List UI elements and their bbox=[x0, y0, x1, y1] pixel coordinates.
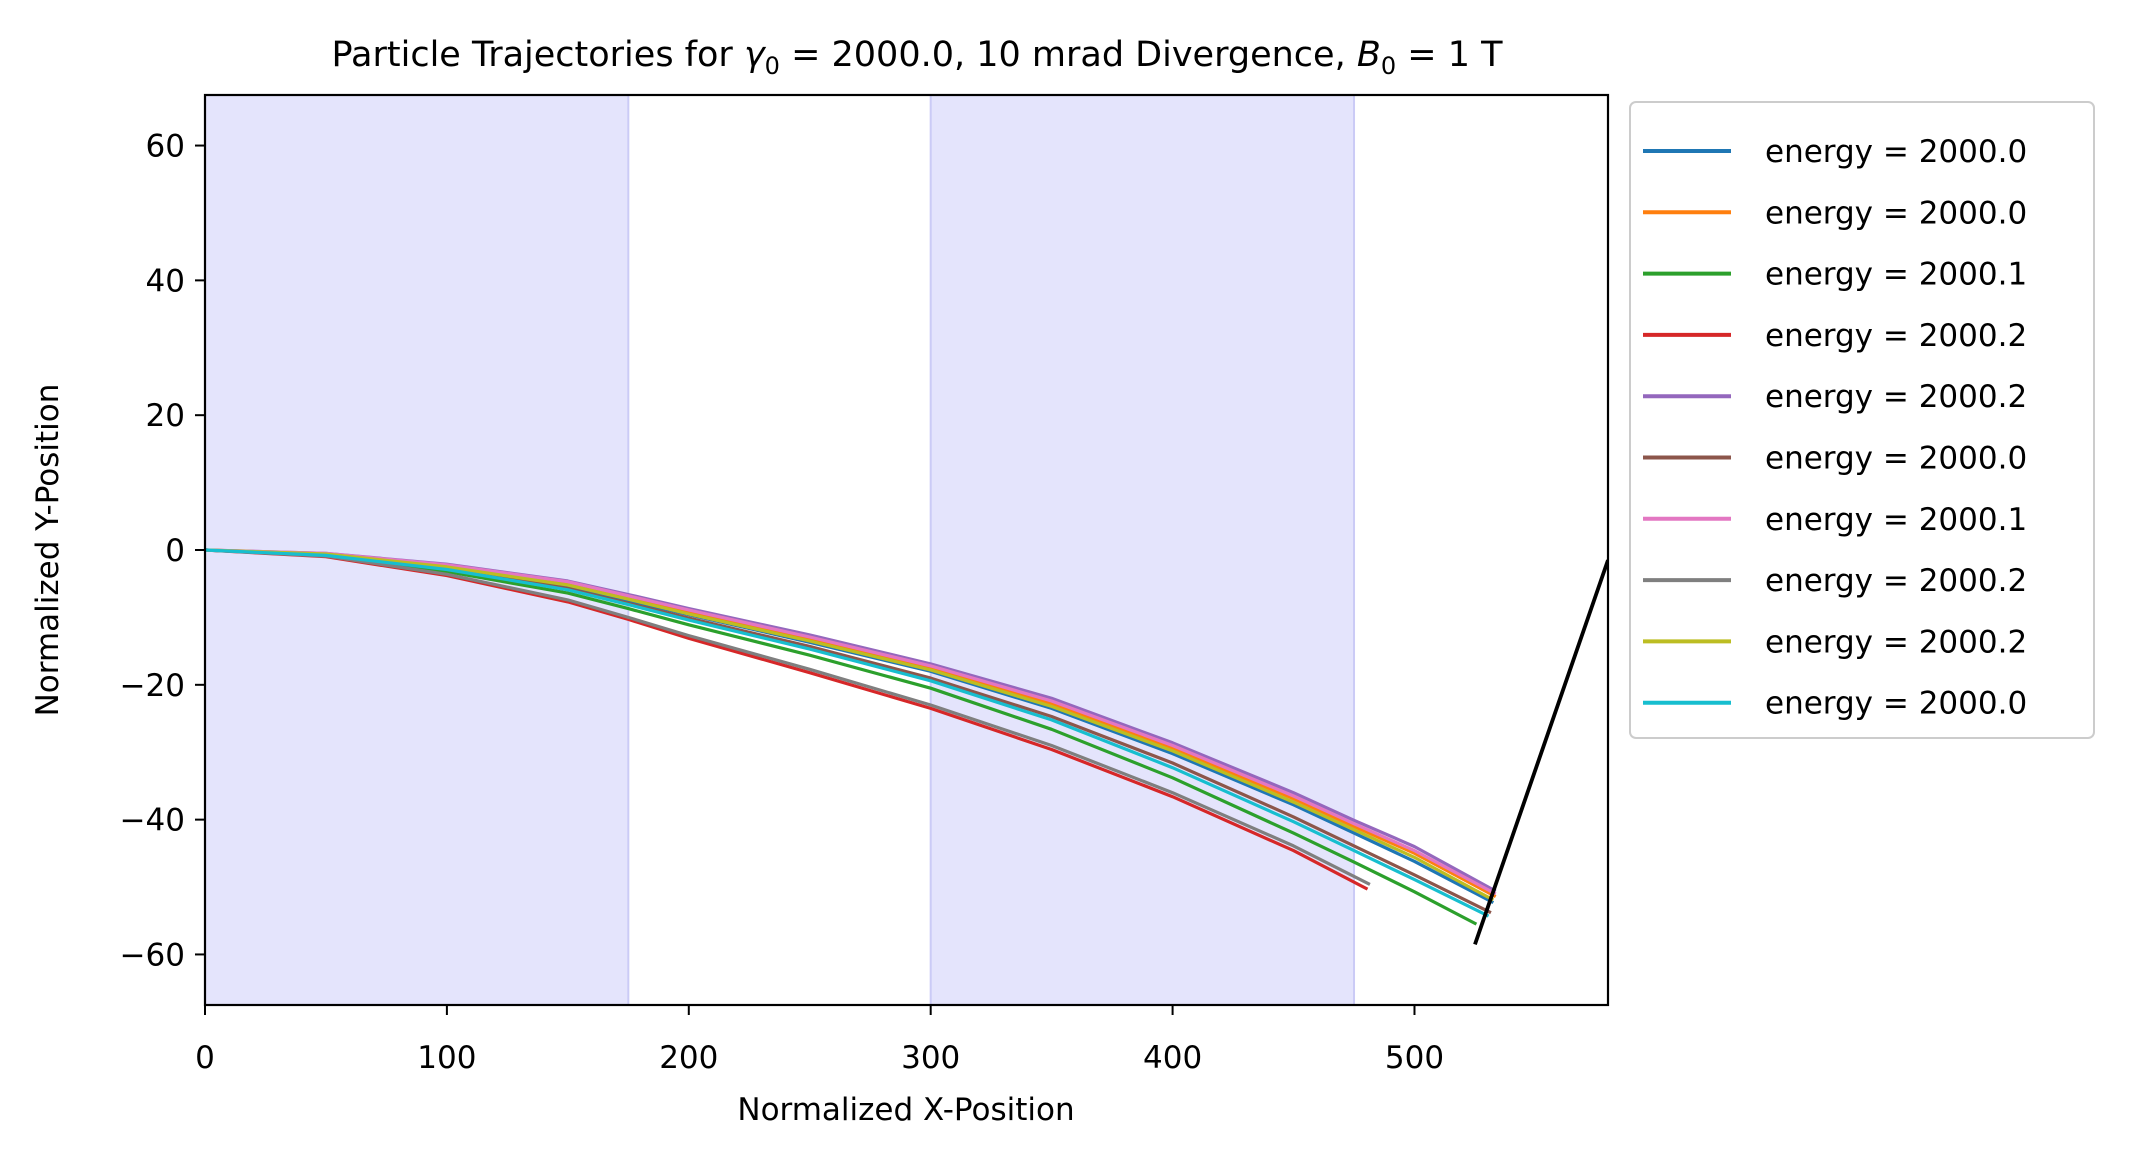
legend-label-1: energy = 2000.0 bbox=[1765, 134, 2027, 170]
series-lines bbox=[205, 548, 1497, 926]
x-tick-label-300: 300 bbox=[901, 1040, 960, 1076]
legend-items: energy = 2000.0 energy = 2000.0 energy = 2… bbox=[1643, 134, 2027, 722]
legend-label-5: energy = 2000.2 bbox=[1765, 379, 2027, 415]
legend-label-6: energy = 2000.0 bbox=[1765, 441, 2027, 477]
y-tick-label-40: 40 bbox=[146, 263, 185, 299]
chart-title-prefix: Particle Trajectories for bbox=[332, 35, 744, 75]
y-axis-ticks: 60 40 20 0 −20 −40 −60 bbox=[120, 129, 205, 973]
y-tick-label-60: 60 bbox=[146, 129, 185, 165]
legend-label-4: energy = 2000.2 bbox=[1765, 318, 2027, 354]
series-line-9 bbox=[205, 548, 1495, 902]
x-tick-label-0: 0 bbox=[195, 1040, 215, 1076]
y-tick-label-0: 0 bbox=[165, 533, 185, 569]
chart-title-field-value: = 1 T bbox=[1396, 35, 1503, 75]
x-axis-ticks: 0 100 200 300 400 500 bbox=[195, 1005, 1444, 1076]
y-tick-label-20: 20 bbox=[146, 398, 185, 434]
x-tick-label-400: 400 bbox=[1143, 1040, 1202, 1076]
x-tick-label-200: 200 bbox=[659, 1040, 718, 1076]
y-tick-label--40: −40 bbox=[120, 803, 185, 839]
legend-label-8: energy = 2000.2 bbox=[1765, 563, 2027, 599]
legend: energy = 2000.0 energy = 2000.0 energy = 2… bbox=[1629, 101, 2095, 739]
x-tick-label-500: 500 bbox=[1385, 1040, 1444, 1076]
shaded-regions bbox=[205, 95, 1356, 1005]
legend-label-2: energy = 2000.0 bbox=[1765, 195, 2027, 231]
legend-label-7: energy = 2000.1 bbox=[1765, 502, 2027, 538]
series-line-8 bbox=[205, 548, 1371, 886]
x-tick-label-100: 100 bbox=[417, 1040, 476, 1076]
shaded-region-2 bbox=[929, 95, 1356, 1005]
series-line-10 bbox=[205, 548, 1490, 918]
y-tick-label--20: −20 bbox=[120, 668, 185, 704]
y-tick-label--60: −60 bbox=[120, 937, 185, 973]
legend-label-9: energy = 2000.2 bbox=[1765, 624, 2027, 660]
series-line-3 bbox=[205, 548, 1478, 926]
shaded-region-1 bbox=[205, 95, 630, 1005]
chart-title-gamma-subscript: 0 bbox=[765, 52, 780, 80]
chart-title-gamma-value: = 2000.0, 10 mrad Divergence, bbox=[780, 35, 1357, 75]
chart-title-gamma-symbol: γ bbox=[744, 35, 767, 75]
legend-label-3: energy = 2000.1 bbox=[1765, 257, 2027, 293]
chart-title: Particle Trajectories for γ0 = 2000.0, 1… bbox=[332, 35, 1504, 80]
x-axis-label: Normalized X-Position bbox=[737, 1092, 1074, 1128]
legend-label-10: energy = 2000.0 bbox=[1765, 686, 2027, 722]
legend-box bbox=[1629, 101, 2095, 739]
detector-line-group bbox=[1473, 559, 1608, 945]
detector-line bbox=[1473, 559, 1608, 945]
series-line-7 bbox=[205, 548, 1497, 896]
chart-title-field-symbol: B bbox=[1357, 35, 1381, 75]
chart-title-field-subscript: 0 bbox=[1381, 52, 1396, 80]
y-axis-label: Normalized Y-Position bbox=[30, 384, 66, 717]
